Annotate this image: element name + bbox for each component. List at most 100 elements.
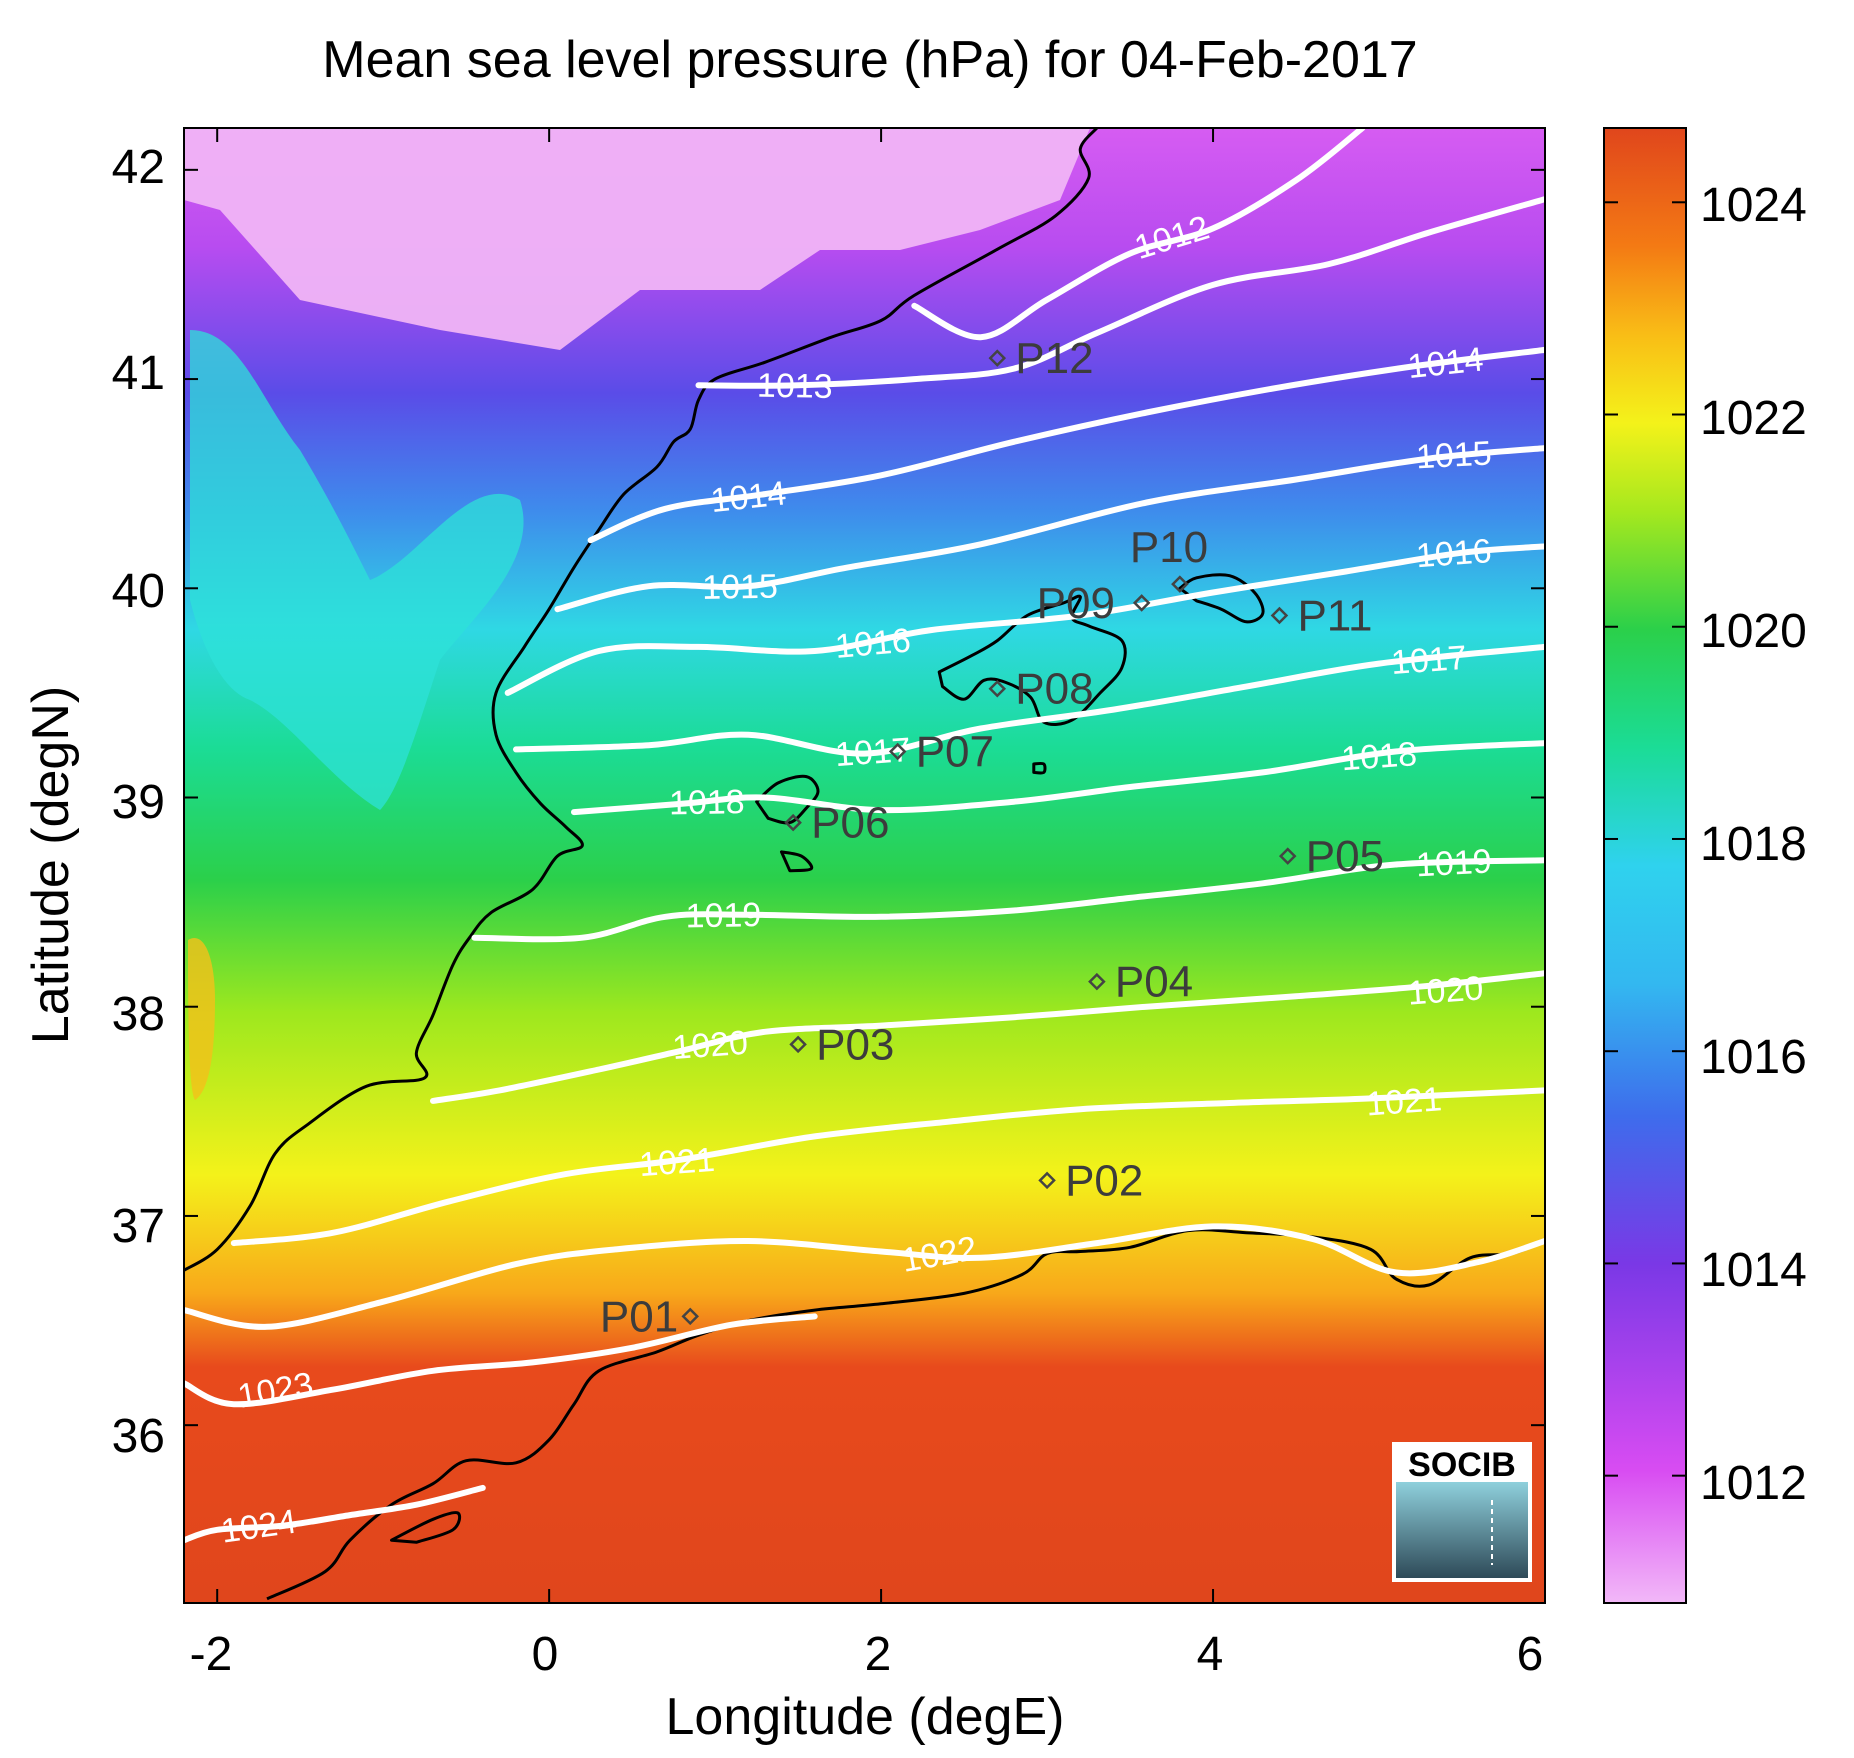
x-axis-label: Longitude (degE) — [666, 1688, 1065, 1746]
isobar-label-group: 1017 — [834, 731, 912, 774]
plot-frame — [183, 127, 1546, 1604]
station-p07: P07 — [888, 727, 994, 776]
coastline-ibiza — [755, 774, 820, 825]
colorbar-tick-label: 1016 — [1700, 1031, 1807, 1084]
inland-cyan-patch — [190, 330, 524, 810]
y-axis-label: Latitude (degN) — [22, 686, 80, 1044]
isobar-label: 1014 — [709, 474, 788, 520]
isobar-1021 — [230, 1087, 1545, 1247]
isobar-label: 1019 — [1415, 842, 1493, 884]
isobar-label: 1018 — [1340, 735, 1418, 778]
isobar-1018 — [571, 740, 1545, 816]
isobar-label-group: 1020 — [671, 1024, 749, 1067]
station-marker — [988, 349, 1007, 367]
y-tick-labels: 42 41 40 39 38 37 36 — [112, 141, 165, 1463]
coastline-formentera — [780, 850, 814, 873]
isobar-label: 1018 — [669, 783, 745, 822]
isobar-label-group: 1017 — [1390, 639, 1468, 682]
coastline-iberia — [184, 128, 1099, 1272]
isobar-label-group: 1015 — [702, 568, 778, 607]
station-p01: P01 — [600, 1292, 699, 1341]
station-marker — [888, 742, 907, 761]
y-tick-label: 42 — [112, 141, 165, 194]
isobar-1020 — [430, 970, 1545, 1104]
isobar-label: 1015 — [702, 568, 778, 607]
isobar-label: 1016 — [1415, 532, 1493, 575]
colorbar-gradient — [1603, 127, 1687, 1604]
isobar-label-group: 1018 — [1340, 735, 1418, 778]
station-p09: P09 — [1037, 579, 1151, 628]
x-tick-label: 4 — [1197, 1628, 1224, 1681]
isobar-label: 1021 — [638, 1141, 716, 1184]
socib-logo-text: SOCIB — [1408, 1446, 1516, 1484]
y-tick-label: 37 — [112, 1200, 165, 1253]
isobar-label: 1015 — [1415, 434, 1493, 476]
station-label: P12 — [1015, 334, 1093, 383]
colorbar: 1024 1022 1020 1018 1016 1014 1012 — [1603, 127, 1807, 1604]
station-label: P05 — [1306, 832, 1384, 881]
isobar-label-group: 1015 — [1415, 434, 1493, 476]
isobar-label: 1017 — [834, 731, 912, 774]
isobar-label-group: 1021 — [638, 1141, 716, 1184]
station-label: P06 — [811, 799, 889, 848]
isobar-label-group: 1019 — [1415, 842, 1493, 884]
isobar-label-group: 1021 — [1365, 1080, 1443, 1123]
station-p08: P08 — [988, 665, 1094, 714]
pressure-field — [184, 128, 1545, 1603]
station-label: P07 — [916, 727, 994, 776]
isobar-label-group: 1019 — [685, 896, 761, 935]
colorbar-tick-label: 1022 — [1700, 392, 1807, 445]
isobar-label-layer: 1012101310141014101510151016101610171017… — [219, 209, 1493, 1551]
station-p03: P03 — [789, 1020, 894, 1069]
station-label: P03 — [816, 1020, 894, 1069]
station-p05: P05 — [1278, 832, 1384, 881]
axis-ticks — [184, 128, 1546, 1603]
isobar-1013 — [695, 196, 1545, 389]
station-p04: P04 — [1088, 958, 1193, 1007]
isobar-label-group: 1014 — [1406, 340, 1485, 386]
station-p10: P10 — [1130, 523, 1208, 593]
station-marker — [789, 1035, 807, 1054]
pressure-field-background — [184, 128, 1545, 1603]
coastline-cabrera — [1032, 761, 1047, 775]
isobar-label: 1017 — [1390, 639, 1468, 682]
colorbar-tick-label: 1020 — [1700, 605, 1807, 658]
y-tick-label: 39 — [112, 776, 165, 829]
isobar-label-group: 1018 — [669, 783, 745, 822]
isobar-label: 1020 — [671, 1024, 749, 1067]
x-tick-label: 0 — [532, 1628, 559, 1681]
colorbar-tick-label: 1024 — [1700, 179, 1807, 232]
station-label: P01 — [600, 1292, 678, 1341]
isobar-1023 — [184, 1313, 818, 1408]
x-tick-labels: -2 0 2 4 6 — [190, 1628, 1544, 1681]
station-marker — [1132, 594, 1151, 612]
y-tick-label: 38 — [112, 988, 165, 1041]
colorbar-ticks — [1604, 201, 1686, 1477]
station-marker — [784, 813, 802, 832]
x-tick-label: 6 — [1517, 1628, 1544, 1681]
chart-title: Mean sea level pressure (hPa) for 04-Feb… — [322, 31, 1417, 89]
coastline-layer — [184, 128, 1545, 1601]
isobar-1019 — [471, 857, 1545, 943]
station-label: P09 — [1037, 579, 1115, 628]
station-marker — [1278, 847, 1297, 865]
station-label: P04 — [1115, 958, 1193, 1007]
isobar-1012 — [911, 128, 1366, 341]
station-marker — [1038, 1171, 1056, 1190]
station-layer: P01 P02 P03 P04 P05 P06 P07 P08 P09 P10 P11 P12 — [600, 334, 1384, 1341]
isobar-layer — [184, 128, 1545, 1544]
station-marker — [988, 679, 1007, 698]
station-label: P02 — [1065, 1156, 1143, 1205]
x-tick-label: -2 — [190, 1628, 233, 1681]
station-marker — [1171, 575, 1189, 593]
station-label: P10 — [1130, 523, 1208, 572]
isobar-label-group: 1014 — [709, 474, 788, 520]
coastline-alboran — [390, 1511, 462, 1544]
isobar-1015 — [554, 445, 1545, 613]
isobar-label: 1016 — [834, 621, 913, 665]
y-tick-label: 41 — [112, 347, 165, 400]
station-marker — [1088, 972, 1106, 991]
station-p02: P02 — [1038, 1156, 1143, 1205]
isobar-label: 1014 — [1406, 340, 1485, 386]
